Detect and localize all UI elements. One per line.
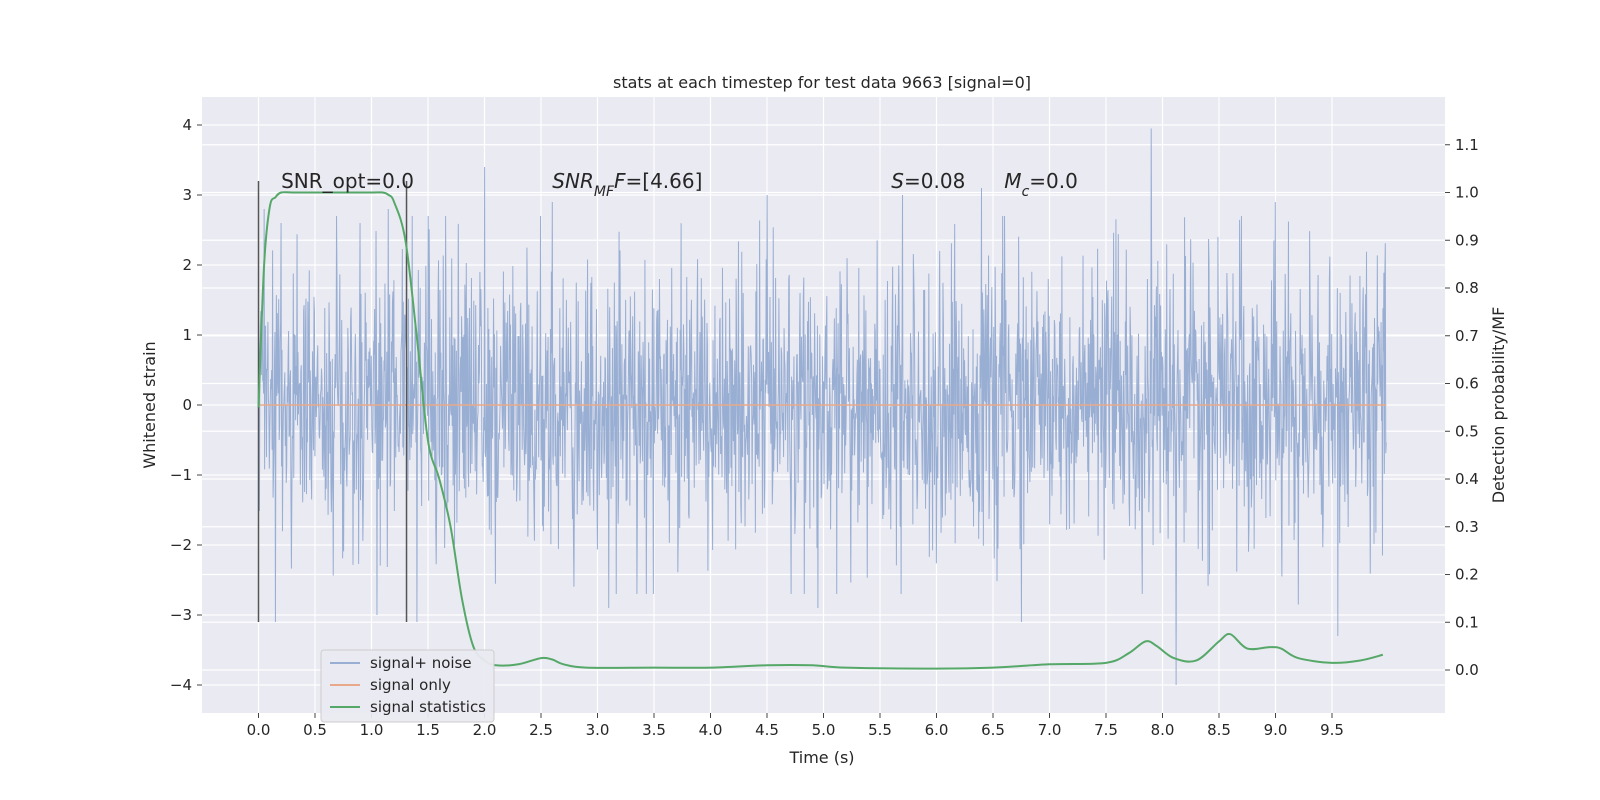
x-tick-label: 7.0 bbox=[1038, 721, 1062, 739]
y-right-tick-label: 0.2 bbox=[1455, 566, 1479, 584]
tick-labels: 0.0 0.5 1.0 1.5 2.0 2.5 3.0 3.5 4.0 4.5 5.0 5.5 6.0 6… bbox=[170, 116, 1479, 739]
y-right-tick-label: 0.1 bbox=[1455, 613, 1479, 631]
y-axis-label-right: Detection probability/MF bbox=[1489, 307, 1508, 504]
annotation-2: S=0.08 bbox=[891, 169, 965, 193]
y-right-tick-label: 0.5 bbox=[1455, 422, 1479, 440]
x-tick-label: 2.0 bbox=[473, 721, 497, 739]
annotation-3: Mc=0.0 bbox=[1004, 169, 1078, 200]
annotation-0: SNR_opt=0.0 bbox=[281, 169, 414, 193]
signal-noise-line bbox=[258, 128, 1387, 686]
y-tick-label: 3 bbox=[182, 186, 192, 204]
x-axis-label: Time (s) bbox=[788, 748, 854, 767]
annotation-1: SNRMFF=[4.66] bbox=[552, 169, 702, 200]
x-tick-label: 0.5 bbox=[303, 721, 327, 739]
y-right-tick-label: 1.0 bbox=[1455, 184, 1479, 202]
y-right-tick-label: 0.7 bbox=[1455, 327, 1479, 345]
x-tick-label: 5.5 bbox=[868, 721, 892, 739]
y-right-tick-label: 0.4 bbox=[1455, 470, 1479, 488]
x-tick-label: 7.5 bbox=[1094, 721, 1118, 739]
y-tick-label: −1 bbox=[170, 466, 192, 484]
y-tick-label: 4 bbox=[182, 116, 192, 134]
y-tick-label: 2 bbox=[182, 256, 192, 274]
x-tick-label: 9.0 bbox=[1264, 721, 1288, 739]
x-tick-label: 0.0 bbox=[247, 721, 271, 739]
x-tick-label: 6.5 bbox=[981, 721, 1005, 739]
x-tick-label: 8.0 bbox=[1151, 721, 1175, 739]
x-tick-label: 6.0 bbox=[925, 721, 949, 739]
y-right-tick-label: 0.3 bbox=[1455, 518, 1479, 536]
x-tick-label: 1.0 bbox=[360, 721, 384, 739]
x-tick-label: 8.5 bbox=[1207, 721, 1231, 739]
signal-statistics-line bbox=[257, 191, 1384, 670]
y-right-tick-label: 0.9 bbox=[1455, 231, 1479, 249]
y-right-tick-label: 0.6 bbox=[1455, 375, 1479, 393]
x-tick-label: 1.5 bbox=[416, 721, 440, 739]
y-right-tick-label: 0.0 bbox=[1455, 661, 1479, 679]
x-tick-label: 2.5 bbox=[529, 721, 553, 739]
chart-title: stats at each timestep for test data 966… bbox=[613, 73, 1031, 92]
y-tick-label: 1 bbox=[182, 326, 192, 344]
legend: signal+ noise signal only signal statist… bbox=[320, 649, 495, 723]
y-tick-label: 0 bbox=[182, 396, 192, 414]
x-tick-label: 4.5 bbox=[755, 721, 779, 739]
x-tick-label: 5.0 bbox=[812, 721, 836, 739]
legend-label-signal-only: signal only bbox=[370, 676, 451, 694]
annotations: SNR_opt=0.0 SNRMFF=[4.66] S=0.08 Mc=0.0 bbox=[281, 169, 1078, 200]
y-right-tick-label: 1.1 bbox=[1455, 136, 1479, 154]
x-tick-label: 3.0 bbox=[586, 721, 610, 739]
y-tick-label: −4 bbox=[170, 676, 192, 694]
legend-label-signal-noise: signal+ noise bbox=[370, 654, 472, 672]
y-tick-label: −2 bbox=[170, 536, 192, 554]
series-signal-noise bbox=[258, 128, 1387, 686]
y-axis-label-left: Whitened strain bbox=[140, 341, 159, 468]
legend-label-signal-statistics: signal statistics bbox=[370, 698, 486, 716]
y-tick-label: −3 bbox=[170, 606, 192, 624]
series-signal-statistics bbox=[257, 191, 1384, 670]
x-tick-label: 4.0 bbox=[699, 721, 723, 739]
y-right-tick-label: 0.8 bbox=[1455, 279, 1479, 297]
legend-box bbox=[320, 649, 495, 723]
x-tick-label: 3.5 bbox=[642, 721, 666, 739]
x-tick-label: 9.5 bbox=[1320, 721, 1344, 739]
